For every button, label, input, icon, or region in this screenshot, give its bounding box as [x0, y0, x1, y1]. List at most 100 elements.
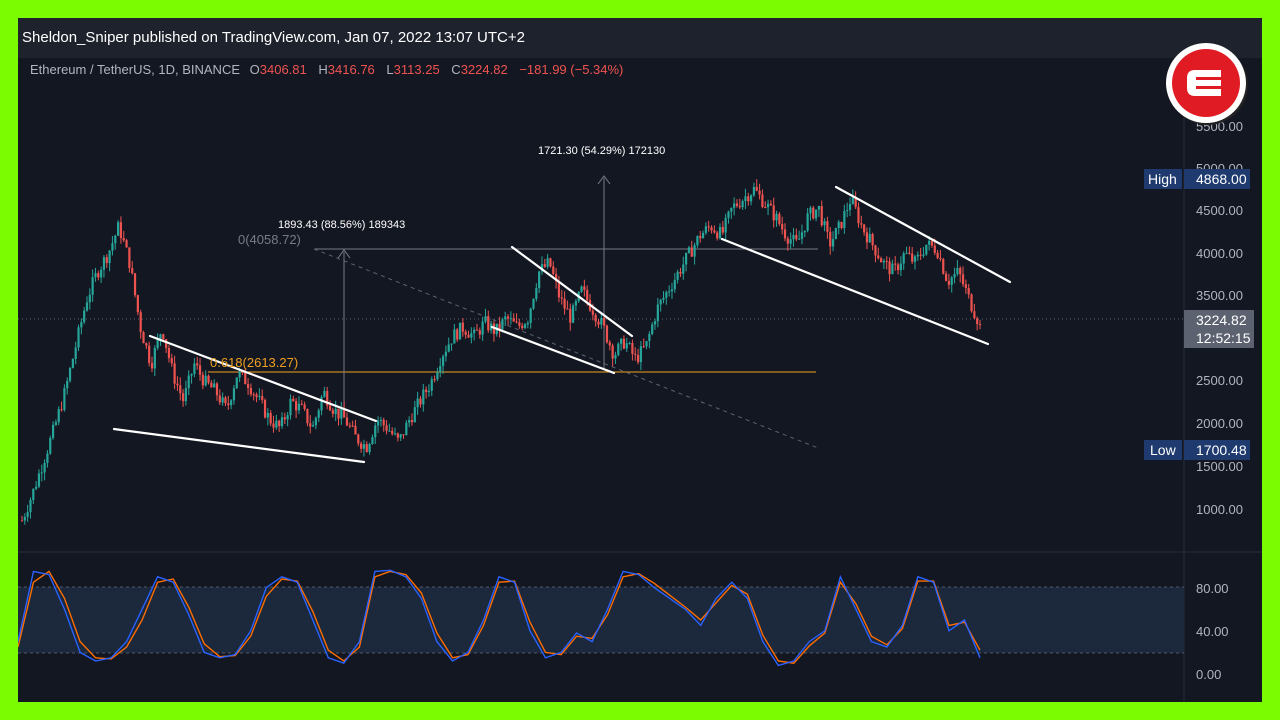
candle-body	[916, 254, 919, 257]
high-tag: High 4868.00	[1144, 169, 1250, 189]
candle-body	[634, 353, 637, 355]
candle-body	[653, 321, 657, 325]
candle-body	[396, 433, 399, 438]
candle-body	[122, 238, 125, 241]
candle-body	[334, 408, 337, 414]
candle-body	[258, 396, 261, 398]
candle-body	[204, 375, 207, 386]
candle-body	[295, 401, 298, 411]
candle-body	[162, 334, 165, 340]
candle-body	[328, 405, 332, 411]
candle-body	[224, 397, 227, 404]
candle-body	[874, 245, 877, 256]
candle-body	[879, 258, 883, 263]
candle-body	[518, 322, 521, 326]
candle-body	[405, 422, 408, 436]
candle-body	[806, 213, 809, 231]
candle-body	[597, 321, 600, 325]
candle-body	[91, 277, 94, 295]
candle-body	[656, 304, 659, 322]
chart-frame: 1893.43 (88.56%) 189343 1721.30 (54.29%)…	[18, 18, 1262, 702]
candle-body	[908, 252, 911, 254]
candle-body	[682, 264, 685, 274]
candle-body	[173, 363, 176, 384]
candle-body	[300, 403, 303, 405]
price-tick: 1500.00	[1196, 459, 1243, 474]
candle-body	[450, 343, 453, 345]
candle-body	[453, 329, 456, 344]
candle-body	[837, 221, 840, 229]
candle-body	[343, 408, 346, 418]
candle-body	[340, 408, 343, 419]
candle-body	[413, 407, 416, 423]
candle-body	[221, 397, 224, 403]
price-axis[interactable]: 5500.00 5000.00 4500.00 4000.00 3500.00 …	[1196, 119, 1243, 682]
candle-body	[458, 322, 462, 340]
candle-body	[227, 403, 230, 406]
candle-body	[817, 206, 821, 210]
candle-body	[156, 338, 159, 349]
candle-body	[133, 273, 137, 296]
candle-body	[789, 239, 792, 244]
candle-body	[345, 417, 349, 426]
candle-body	[747, 196, 750, 202]
candle-body	[552, 266, 555, 274]
symbol-info[interactable]: Ethereum / TetherUS, 1D, BINANCE O3406.8…	[30, 62, 623, 77]
candle-body	[896, 264, 900, 271]
candle-body	[885, 260, 888, 262]
measure-label-2: 1721.30 (54.29%) 172130	[538, 145, 665, 157]
candle-body	[718, 227, 722, 239]
candle-body	[529, 308, 532, 323]
candle-body	[275, 420, 278, 428]
candle-body	[198, 365, 202, 375]
osc-tick: 0.00	[1196, 667, 1221, 682]
candle-body	[470, 333, 473, 338]
candle-body	[673, 279, 676, 290]
candle-body	[337, 408, 340, 419]
candle-body	[580, 286, 583, 292]
candle-body	[591, 310, 594, 315]
candle-body	[942, 259, 945, 274]
oscillator-layer	[18, 569, 981, 667]
candle-body	[786, 238, 789, 244]
candle-body	[569, 308, 572, 323]
candle-body	[668, 291, 671, 293]
price-tick: 4500.00	[1196, 203, 1243, 218]
candle-body	[622, 338, 626, 349]
candle-body	[540, 264, 544, 272]
candle-body	[246, 384, 250, 388]
measure-arrow-1-head	[337, 249, 351, 259]
candle-body	[119, 222, 123, 239]
symbol-name[interactable]: Ethereum / TetherUS, 1D, BINANCE	[30, 62, 241, 77]
candle-body	[184, 388, 188, 402]
svg-text:High: High	[1148, 171, 1177, 187]
candle-body	[461, 322, 464, 332]
candle-body	[187, 375, 190, 389]
candle-body	[374, 425, 377, 438]
candle-body	[484, 316, 487, 322]
candle-body	[947, 280, 951, 285]
candle-body	[922, 254, 925, 256]
candle-body	[724, 217, 727, 233]
candle-body	[730, 207, 733, 212]
candle-body	[46, 453, 49, 463]
candle-body	[639, 346, 642, 363]
candle-body	[193, 363, 196, 374]
candle-body	[80, 322, 83, 328]
candle-body	[925, 244, 928, 255]
fib-0-label: 0(4058.72)	[238, 232, 301, 247]
candle-body	[382, 419, 385, 426]
candle-body	[812, 207, 815, 219]
candle-body	[230, 400, 233, 406]
candle-body	[196, 363, 199, 366]
candle-body	[430, 379, 433, 391]
svg-text:1700.48: 1700.48	[1196, 442, 1247, 458]
price-chart[interactable]: 1893.43 (88.56%) 189343 1721.30 (54.29%)…	[18, 18, 1262, 702]
candle-body	[535, 288, 538, 299]
candle-body	[320, 396, 323, 411]
candle-body	[792, 234, 795, 240]
candle-body	[772, 205, 775, 221]
candle-body	[283, 417, 286, 420]
candle-body	[608, 342, 611, 346]
candle-body	[215, 383, 219, 396]
